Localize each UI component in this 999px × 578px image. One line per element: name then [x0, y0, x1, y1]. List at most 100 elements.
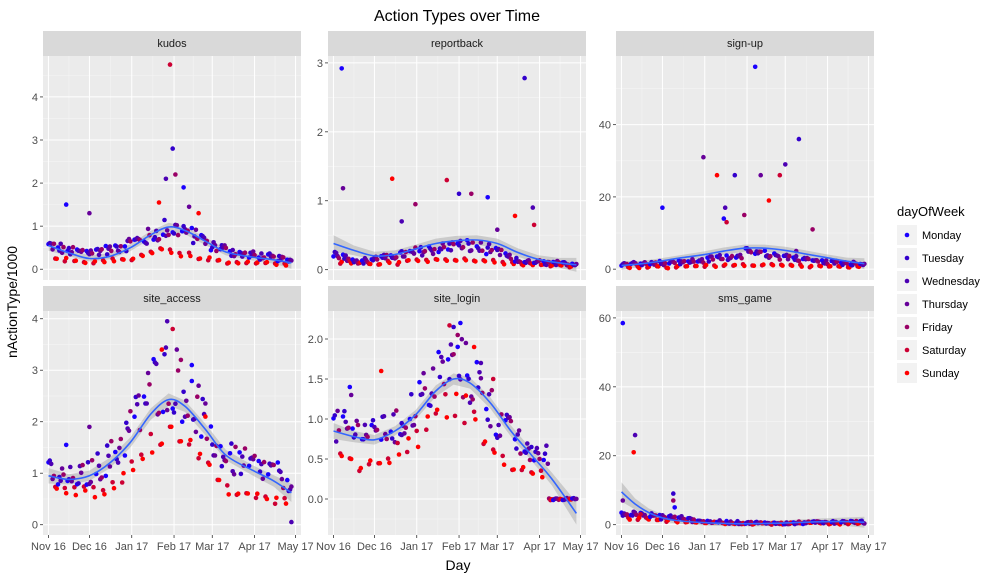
- data-point: [111, 258, 117, 264]
- data-point: [113, 449, 118, 455]
- data-point: [340, 414, 346, 419]
- data-point: [197, 451, 203, 457]
- data-point: [250, 249, 256, 254]
- data-point: [289, 258, 294, 263]
- data-point: [245, 259, 251, 265]
- y-tick-label: 0: [605, 520, 611, 532]
- data-point: [549, 263, 555, 268]
- data-point: [214, 248, 219, 254]
- data-point: [544, 443, 549, 449]
- data-point: [761, 262, 766, 267]
- panel-site_login: site_login 0.0 0.5 1.0 1.5 2.0 Nov 16 Dec 16 Jan…: [308, 286, 599, 553]
- data-point: [535, 450, 541, 456]
- data-point: [199, 434, 204, 439]
- data-point: [783, 162, 788, 167]
- data-point: [368, 458, 373, 463]
- data-point: [63, 442, 69, 448]
- data-point: [729, 253, 735, 259]
- data-point: [478, 240, 484, 245]
- data-point: [529, 444, 534, 450]
- data-point: [485, 417, 491, 423]
- strip-label-sms_game: sms_game: [718, 293, 772, 305]
- legend-item-monday: Monday: [897, 225, 962, 245]
- data-point: [372, 424, 377, 430]
- data-point: [204, 436, 210, 442]
- data-point: [451, 352, 456, 357]
- data-point: [501, 262, 507, 267]
- data-point: [428, 403, 433, 409]
- data-point: [471, 409, 477, 415]
- data-point: [518, 451, 523, 456]
- y-tick-label: 1: [32, 221, 38, 233]
- data-point: [163, 345, 169, 350]
- data-point: [463, 258, 469, 263]
- y-tick-label: 4: [32, 314, 38, 326]
- data-point: [118, 244, 124, 249]
- data-point: [672, 514, 677, 520]
- panel-sign-up: sign-up 0 20 40: [599, 31, 874, 280]
- legend-label: Friday: [922, 322, 953, 334]
- y-tick-label: 3: [32, 365, 38, 377]
- y-tick-label: 20: [599, 451, 611, 463]
- y-axis-title: nActionType/1000: [4, 246, 20, 358]
- y-tick-label: 1.5: [308, 374, 323, 386]
- data-point: [694, 263, 699, 269]
- x-tick-label: Jan 17: [688, 541, 721, 553]
- data-point: [434, 257, 440, 263]
- data-point: [181, 185, 186, 190]
- data-point: [254, 260, 260, 265]
- x-tick-label: Apr 17: [811, 541, 843, 553]
- data-point: [530, 205, 536, 210]
- panel-marks: [46, 319, 294, 525]
- data-point: [682, 259, 687, 264]
- data-point: [285, 477, 290, 483]
- data-point: [219, 463, 225, 469]
- data-point: [179, 419, 185, 425]
- legend-items: Monday Tuesday Wednesday Thursday Friday Satu…: [897, 225, 980, 383]
- data-point: [444, 258, 450, 264]
- data-point: [196, 210, 201, 216]
- y-tick-label: 1: [317, 196, 323, 208]
- data-point: [445, 357, 451, 362]
- data-point: [62, 485, 68, 491]
- data-point: [124, 420, 129, 426]
- data-point: [722, 205, 728, 210]
- data-point: [264, 496, 270, 502]
- data-point: [411, 422, 417, 428]
- data-point: [336, 255, 342, 261]
- data-point: [722, 262, 728, 267]
- data-point: [724, 253, 729, 258]
- data-point: [469, 248, 474, 253]
- legend-item-saturday: Saturday: [897, 340, 967, 360]
- y-tick-label: 2: [32, 178, 38, 190]
- data-point: [164, 319, 170, 324]
- data-point: [87, 210, 92, 216]
- data-point: [229, 441, 234, 446]
- data-point: [454, 391, 459, 397]
- data-point: [122, 453, 128, 458]
- data-point: [92, 259, 98, 264]
- smooth-trend-line: [333, 239, 577, 266]
- data-point: [534, 445, 540, 451]
- data-point: [233, 444, 238, 450]
- data-point: [96, 463, 102, 469]
- data-point: [272, 501, 278, 507]
- data-point: [489, 247, 495, 253]
- data-point: [210, 442, 215, 447]
- data-point: [374, 427, 380, 433]
- strip-label-sign-up: sign-up: [727, 38, 763, 50]
- data-point: [121, 470, 126, 476]
- data-point: [208, 424, 214, 429]
- legend-label: Thursday: [922, 299, 968, 311]
- data-point: [497, 433, 503, 439]
- smooth-trend-line: [48, 226, 292, 264]
- data-point: [58, 478, 63, 484]
- data-point: [422, 386, 428, 391]
- data-point: [387, 260, 392, 266]
- data-point: [110, 480, 115, 485]
- data-point: [169, 424, 174, 430]
- legend-item-sunday: Sunday: [897, 363, 960, 383]
- data-point: [488, 424, 493, 429]
- data-point: [440, 359, 446, 364]
- data-point: [389, 436, 395, 441]
